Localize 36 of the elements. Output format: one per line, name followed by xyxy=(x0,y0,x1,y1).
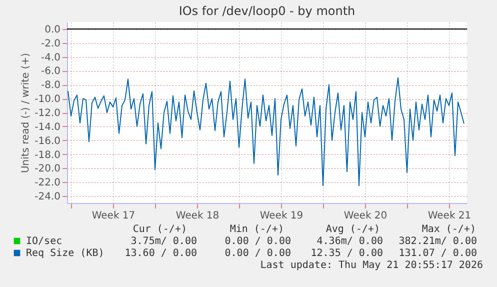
x-tick-label: Week 20 xyxy=(344,210,388,222)
text: 0.00 / 0.00 xyxy=(224,236,291,247)
y-tick-label: -6.0 xyxy=(40,66,60,78)
y-tick-label: -12.0 xyxy=(34,108,60,119)
y-tick-label: -22.0 xyxy=(34,178,60,189)
y-tick-label: -24.0 xyxy=(34,192,60,203)
y-tick-label: -18.0 xyxy=(34,150,60,161)
text: Min (-/+) xyxy=(230,224,284,235)
x-tick-label: Week 21 xyxy=(428,210,472,222)
x-tick-label: Week 17 xyxy=(92,210,136,222)
text: 13.60 / 0.00 xyxy=(124,248,197,259)
text: Cur (-/+) xyxy=(132,224,187,235)
text: 12.35 / 0.00 xyxy=(310,248,383,259)
text: Max (-/+) xyxy=(422,224,476,235)
chart-title: IOs for /dev/loop0 - by month xyxy=(178,4,356,18)
y-tick-label: 0.0 xyxy=(44,24,60,36)
text: Last update: Thu May 21 20:55:17 2026 xyxy=(260,260,483,271)
text: 0.00 / 0.00 xyxy=(224,248,291,259)
legend-label: Req Size (KB) xyxy=(26,248,104,259)
line-series xyxy=(68,77,464,186)
y-tick-label: -20.0 xyxy=(34,164,60,175)
y-axis-title: Units read (-) / write (+) xyxy=(20,52,32,174)
text: Avg (-/+) xyxy=(326,224,380,235)
y-tick-label: -4.0 xyxy=(40,52,60,64)
y-tick-label: -2.0 xyxy=(40,38,60,50)
text: 131.07 / 0.00 xyxy=(398,248,477,259)
x-tick-label: Week 18 xyxy=(176,210,220,222)
legend-label: IO/sec xyxy=(26,236,62,247)
y-tick-label: -16.0 xyxy=(34,136,60,147)
text: 382.21m/ 0.00 xyxy=(398,236,477,247)
x-tick-label: Week 19 xyxy=(260,210,304,222)
y-tick-label: -8.0 xyxy=(40,80,60,92)
y-tick-label: -10.0 xyxy=(34,94,60,106)
y-tick-label: -14.0 xyxy=(34,122,60,133)
text: 3.75m/ 0.00 xyxy=(130,236,197,247)
text: 4.36m/ 0.00 xyxy=(316,236,383,247)
